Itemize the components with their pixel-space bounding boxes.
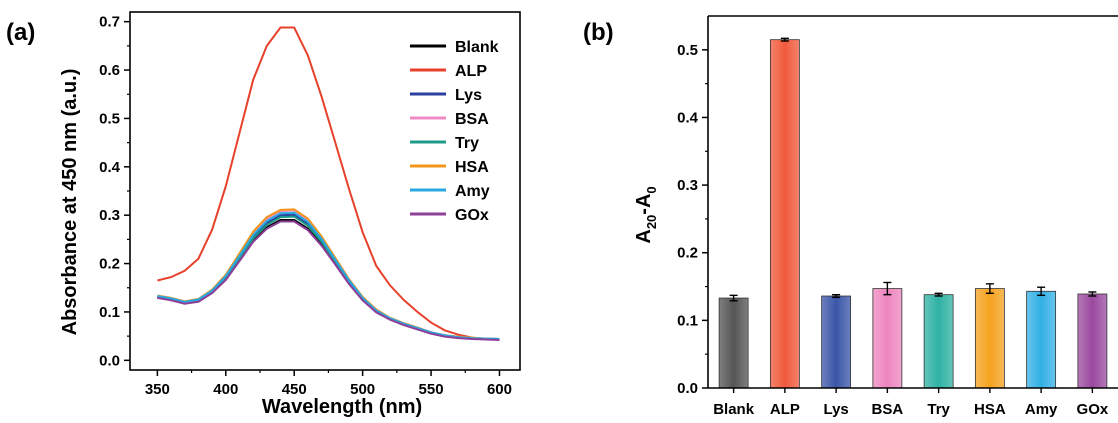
legend-label-blank: Blank [455, 39, 499, 56]
y-tick-label: 0.3 [677, 177, 698, 194]
bar-try [923, 294, 954, 389]
panel-b-axes: 0.0 0.1 0.2 0.3 0.4 0.5 [677, 15, 1118, 397]
y-tick-label: 0.7 [99, 14, 120, 31]
x-axis-title: Wavelength (nm) [262, 396, 422, 418]
category-label-alp: ALP [770, 401, 800, 418]
category-label-hsa: HSA [974, 401, 1006, 418]
bar-blank [718, 297, 749, 389]
y-axis-title: Absorbance at 450 nm (a.u.) [59, 69, 81, 336]
bar-gox [1077, 293, 1108, 389]
legend-label-amy: Amy [455, 183, 490, 200]
panel-b-label: (b) [583, 19, 614, 46]
panel-a-axes: 350 400 450 500 550 600 0.0 0.1 0.2 0.3 0.4 0.5 0.6 0… [99, 11, 521, 398]
bar-hsa [974, 288, 1005, 389]
series-line-alp [157, 26, 500, 341]
panel-b-bar-chart: (b) Blank ALP Lys BSA Try HSA Amy GOx 0.0 0.1 0.2… [583, 15, 1118, 418]
category-label-try: Try [927, 401, 950, 418]
y-tick-label: 0.5 [677, 42, 698, 59]
category-label-lys: Lys [823, 401, 848, 418]
legend-label-hsa: HSA [455, 159, 489, 176]
bar-amy [1026, 290, 1057, 389]
legend: Blank ALP Lys BSA Try HSA Amy GOx [410, 39, 499, 224]
panel-a-label: (a) [6, 19, 35, 46]
y-tick-label: 0.1 [677, 312, 698, 329]
panel-a-line-chart: (a) 350 400 450 500 550 600 0.0 0.1 0.2 0.3 0.4 0.5… [6, 11, 521, 418]
x-tick-label: 550 [419, 381, 444, 398]
bar-lys [821, 295, 852, 389]
series-line-lys [157, 213, 500, 340]
series-line-hsa [157, 208, 500, 340]
series-line-bsa [157, 209, 500, 340]
legend-label-lys: Lys [455, 87, 482, 104]
y-tick-label: 0.2 [99, 256, 120, 273]
series-line-amy [157, 211, 500, 340]
y-tick-label: 0.0 [677, 380, 698, 397]
y-tick-label: 0.4 [99, 159, 121, 176]
legend-label-bsa: BSA [455, 111, 489, 128]
line-series-group [157, 26, 500, 341]
y-axis-title-b: A20-A0 [633, 186, 659, 243]
y-tick-label: 0.3 [99, 207, 120, 224]
bar-group: Blank ALP Lys BSA Try HSA Amy GOx [713, 37, 1109, 418]
category-label-gox: GOx [1077, 401, 1109, 418]
y-tick-label: 0.6 [99, 62, 120, 79]
y-tick-label: 0.1 [99, 304, 120, 321]
x-tick-label: 400 [213, 381, 238, 398]
x-tick-label: 350 [145, 381, 170, 398]
legend-label-try: Try [455, 135, 479, 152]
series-line-gox [157, 220, 500, 341]
x-tick-label: 500 [350, 381, 375, 398]
y-tick-label: 0.4 [677, 109, 699, 126]
y-tick-label: 0.2 [677, 245, 698, 262]
y-tick-label: 0.0 [99, 352, 120, 369]
bar-alp [769, 39, 800, 389]
category-label-amy: Amy [1025, 401, 1058, 418]
y-tick-label: 0.5 [99, 110, 120, 127]
legend-label-gox: GOx [455, 207, 489, 224]
category-label-bsa: BSA [872, 401, 904, 418]
bar-bsa [872, 288, 903, 389]
category-label-blank: Blank [713, 401, 755, 418]
legend-label-alp: ALP [455, 63, 487, 80]
x-tick-label: 600 [487, 381, 512, 398]
x-tick-label: 450 [282, 381, 307, 398]
